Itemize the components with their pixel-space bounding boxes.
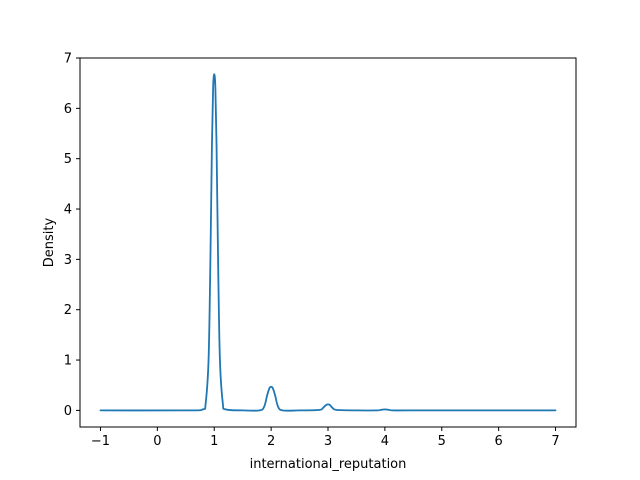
x-tick-label: 7 [551,434,559,449]
y-tick-label: 6 [64,102,72,117]
x-tick-label: 6 [495,434,503,449]
y-tick-label: 5 [64,152,72,167]
plot-frame [79,57,577,428]
y-tick-label: 0 [64,404,72,419]
y-tick-label: 1 [64,354,72,369]
x-tick-label: 0 [153,434,161,449]
y-tick-label: 7 [64,52,72,67]
x-tick-label: 4 [381,434,389,449]
y-tick-label: 2 [64,303,72,318]
y-axis-ticks: 0 1 2 3 4 5 6 7 [64,52,80,419]
plot-background [80,58,576,427]
x-axis-ticks: −1 0 1 2 3 4 5 6 7 [91,427,560,449]
y-tick-label: 3 [64,253,72,268]
x-tick-label: 1 [210,434,218,449]
x-tick-label: −1 [91,434,110,449]
y-axis-label: Density [42,217,57,267]
x-tick-label: 3 [324,434,332,449]
x-tick-label: 2 [267,434,275,449]
series-layer [99,73,557,412]
y-tick-label: 4 [64,203,72,218]
x-axis-label: international_reputation [250,457,407,472]
density-line [99,73,557,412]
x-tick-label: 5 [438,434,446,449]
